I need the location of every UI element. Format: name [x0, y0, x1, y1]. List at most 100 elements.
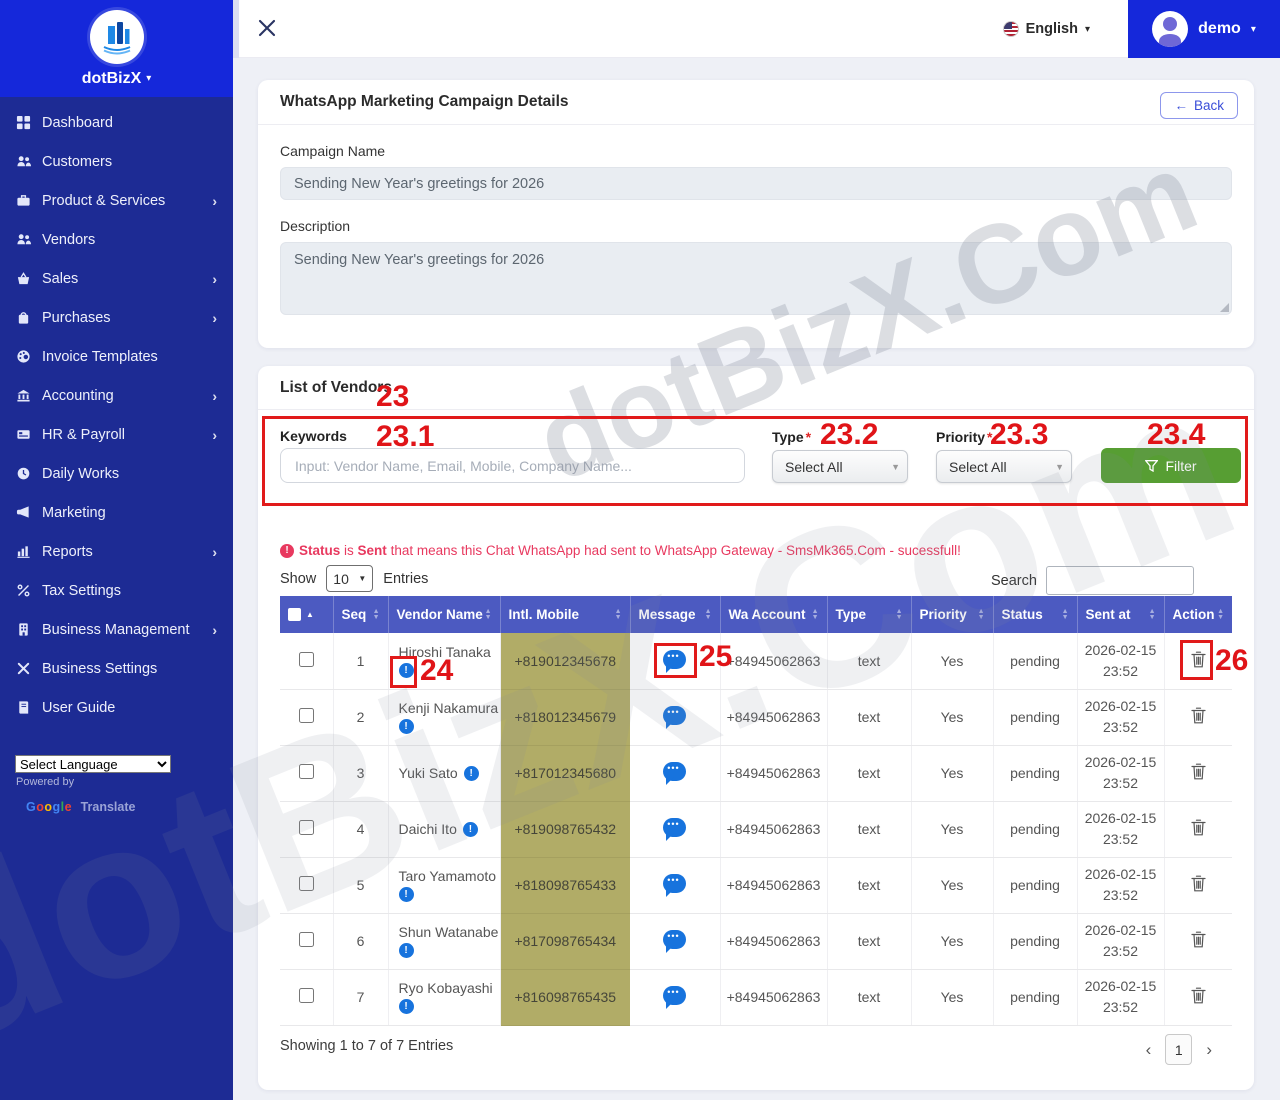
type-select[interactable]: Select All ▼	[772, 450, 908, 483]
header-status[interactable]: Status▲▼	[993, 596, 1077, 633]
vendor-name-cell: Yuki Sato!	[388, 745, 500, 801]
trash-icon[interactable]	[1191, 931, 1206, 948]
showing-entries-label: Showing 1 to 7 of 7 Entries	[280, 1038, 453, 1054]
info-icon[interactable]: !	[399, 943, 414, 958]
prev-page-icon[interactable]: ‹	[1146, 1040, 1152, 1060]
language-selector[interactable]: English ▾	[1003, 0, 1090, 58]
row-checkbox[interactable]	[299, 764, 314, 779]
funnel-icon	[1145, 460, 1158, 472]
chat-message-icon[interactable]	[663, 930, 686, 949]
priority-cell: Yes	[911, 745, 993, 801]
back-button[interactable]: ← Back	[1160, 92, 1238, 119]
header-vendor-name[interactable]: Vendor Name▲▼	[388, 596, 500, 633]
status-cell: pending	[993, 633, 1077, 689]
info-icon[interactable]: !	[399, 999, 414, 1014]
row-checkbox[interactable]	[299, 652, 314, 667]
brand-name[interactable]: dotBizX▾	[82, 70, 152, 88]
description-field[interactable]: Sending New Year's greetings for 2026	[280, 242, 1232, 315]
info-icon[interactable]: !	[463, 822, 478, 837]
resize-handle[interactable]	[1220, 303, 1229, 312]
sort-icons: ▲▼	[1062, 609, 1069, 620]
sidebar-item-accounting[interactable]: Accounting ›	[0, 376, 233, 415]
status-cell: pending	[993, 857, 1077, 913]
sidebar-item-vendors[interactable]: Vendors	[0, 220, 233, 259]
trash-icon[interactable]	[1191, 707, 1206, 724]
campaign-name-field[interactable]: Sending New Year's greetings for 2026	[280, 167, 1232, 200]
header-priority[interactable]: Priority▲▼	[911, 596, 993, 633]
sidebar-item-product-services[interactable]: Product & Services ›	[0, 181, 233, 220]
row-checkbox[interactable]	[299, 876, 314, 891]
page-size-row: Show 10 ▼ Entries	[280, 565, 428, 592]
sidebar-item-invoice-templates[interactable]: Invoice Templates	[0, 337, 233, 376]
filter-button[interactable]: Filter	[1101, 448, 1241, 483]
header-action[interactable]: Action▲▼	[1164, 596, 1232, 633]
sort-icons: ▲▼	[812, 609, 819, 620]
info-icon[interactable]: !	[399, 887, 414, 902]
table-row: 5 Taro Yamamoto! +818098765433 +84945062…	[280, 857, 1232, 913]
sidebar-item-sales[interactable]: Sales ›	[0, 259, 233, 298]
user-menu[interactable]: demo ▾	[1128, 0, 1280, 58]
google-language-select[interactable]: Select Language	[15, 755, 171, 773]
row-checkbox[interactable]	[299, 932, 314, 947]
trash-icon[interactable]	[1191, 987, 1206, 1004]
status-cell: pending	[993, 689, 1077, 745]
sidebar-item-purchases[interactable]: Purchases ›	[0, 298, 233, 337]
sidebar-item-reports[interactable]: Reports ›	[0, 532, 233, 571]
brand-logo-icon[interactable]	[90, 10, 144, 64]
alert-icon: !	[280, 544, 294, 558]
sidebar-item-customers[interactable]: Customers	[0, 142, 233, 181]
sidebar-item-business-management[interactable]: Business Management ›	[0, 610, 233, 649]
type-cell: text	[827, 745, 911, 801]
chat-message-icon[interactable]	[663, 706, 686, 725]
sidebar-item-marketing[interactable]: Marketing	[0, 493, 233, 532]
info-icon[interactable]: !	[399, 719, 414, 734]
trash-icon[interactable]	[1191, 819, 1206, 836]
chat-message-icon[interactable]	[663, 762, 686, 781]
row-checkbox[interactable]	[299, 988, 314, 1003]
priority-label: Priority*	[936, 429, 992, 445]
header-message[interactable]: Message▲▼	[630, 596, 720, 633]
intl-mobile-cell: +817012345680	[500, 745, 630, 801]
vendors-title: List of Vendors	[280, 379, 392, 397]
select-all-checkbox-icon[interactable]	[288, 608, 301, 621]
vendor-name-cell: Taro Yamamoto!	[388, 857, 500, 913]
header-seq[interactable]: Seq▲▼	[333, 596, 388, 633]
page-number-button[interactable]: 1	[1165, 1034, 1192, 1065]
row-checkbox[interactable]	[299, 820, 314, 835]
search-input[interactable]	[1046, 566, 1194, 595]
sidebar-item-tax-settings[interactable]: Tax Settings	[0, 571, 233, 610]
sent-at-cell: 2026-02-1523:52	[1077, 745, 1164, 801]
campaign-form: Campaign Name Sending New Year's greetin…	[258, 125, 1254, 333]
close-icon[interactable]	[257, 18, 279, 40]
header-sent-at[interactable]: Sent at▲▼	[1077, 596, 1164, 633]
google-translate-link[interactable]: Google Translate	[26, 800, 135, 814]
keywords-input[interactable]	[280, 448, 745, 483]
priority-select[interactable]: Select All ▼	[936, 450, 1072, 483]
chat-message-icon[interactable]	[663, 986, 686, 1005]
header-type[interactable]: Type▲▼	[827, 596, 911, 633]
accounting-icon	[16, 388, 42, 403]
sidebar-item-daily-works[interactable]: Daily Works	[0, 454, 233, 493]
us-flag-icon	[1003, 21, 1019, 37]
sidebar-item-business-settings[interactable]: Business Settings	[0, 649, 233, 688]
sidebar-item-user-guide[interactable]: User Guide	[0, 688, 233, 727]
row-checkbox[interactable]	[299, 708, 314, 723]
select-all-header[interactable]: ▲	[280, 596, 333, 633]
vendors-card-header: List of Vendors	[258, 366, 1254, 410]
page-size-select[interactable]: 10 ▼	[326, 565, 373, 592]
info-icon[interactable]: !	[464, 766, 479, 781]
sidebar-item-hr-payroll[interactable]: HR & Payroll ›	[0, 415, 233, 454]
next-page-icon[interactable]: ›	[1206, 1040, 1212, 1060]
header-wa-account[interactable]: Wa Account▲▼	[720, 596, 827, 633]
chat-message-icon[interactable]	[663, 874, 686, 893]
trash-icon[interactable]	[1191, 875, 1206, 892]
sidebar-item-dashboard[interactable]: Dashboard	[0, 103, 233, 142]
trash-icon[interactable]	[1191, 763, 1206, 780]
header-intl-mobile[interactable]: Intl. Mobile▲▼	[500, 596, 630, 633]
chat-message-icon[interactable]	[663, 650, 686, 669]
chat-message-icon[interactable]	[663, 818, 686, 837]
trash-icon[interactable]	[1191, 651, 1206, 668]
info-icon[interactable]: !	[399, 663, 414, 678]
table-row: 1 Hiroshi Tanaka! +819012345678 +8494506…	[280, 633, 1232, 689]
table-header-row: ▲ Seq▲▼ Vendor Name▲▼ Intl. Mobile▲▼ Mes…	[280, 596, 1232, 633]
